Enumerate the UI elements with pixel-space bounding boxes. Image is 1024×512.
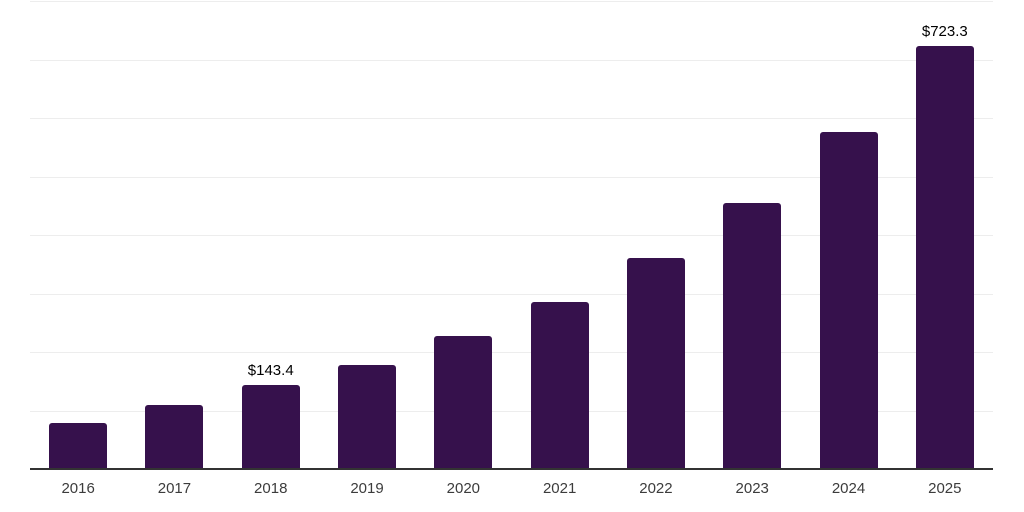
- bar-slot-2016: [30, 1, 126, 469]
- gridline-600: [30, 118, 993, 119]
- bar-series: $143.4 $723.3: [30, 1, 993, 469]
- x-axis-labels: 2016 2017 2018 2019 2020 2021 2022 2023 2024 2025: [30, 480, 993, 497]
- bar-slot-2025: $723.3: [897, 1, 993, 469]
- gridline-200: [30, 352, 993, 353]
- bar-slot-2018: $143.4: [223, 1, 319, 469]
- x-axis-label-2016: 2016: [61, 480, 95, 497]
- bar-slot-2017: [126, 1, 222, 469]
- bar-2018: [241, 385, 300, 469]
- bar-2021: [530, 302, 589, 469]
- gridline-500: [30, 176, 993, 178]
- gridline-300: [30, 293, 993, 295]
- x-axis-line: [30, 468, 993, 470]
- bar-2020: [434, 336, 493, 469]
- bar-2023: [723, 202, 782, 469]
- bar-slot-2019: [319, 1, 415, 469]
- bar-value-label-2018: $143.4: [247, 362, 294, 380]
- x-axis-label-2022: 2022: [639, 480, 673, 497]
- x-axis-label-2024: 2024: [831, 480, 866, 497]
- bar-2022: [626, 258, 685, 469]
- bar-slot-2023: [704, 1, 800, 469]
- bar-2017: [145, 405, 204, 469]
- bar-2016: [49, 422, 108, 469]
- bar-2019: [338, 364, 397, 469]
- gridline-800: [30, 1, 993, 2]
- x-axis-label-2018: 2018: [254, 480, 288, 497]
- bar-slot-2024: [801, 1, 897, 469]
- gridline-400: [30, 235, 993, 236]
- gridline-100: [30, 410, 993, 412]
- bar-2024: [819, 131, 878, 469]
- bar-slot-2021: [512, 1, 608, 469]
- plot-area: $143.4 $723.3: [30, 1, 993, 469]
- bar-2025: [915, 45, 974, 469]
- x-axis-label-2023: 2023: [735, 480, 769, 497]
- x-axis-label-2019: 2019: [350, 480, 384, 497]
- x-axis-label-2021: 2021: [542, 480, 577, 497]
- gridline-700: [30, 59, 993, 61]
- x-axis-label-2020: 2020: [446, 480, 481, 497]
- bar-slot-2022: [608, 1, 704, 469]
- bar-slot-2020: [415, 1, 511, 469]
- x-axis-label-2025: 2025: [928, 480, 962, 497]
- x-axis-label-2017: 2017: [157, 480, 192, 497]
- bar-value-label-2025: $723.3: [921, 22, 968, 40]
